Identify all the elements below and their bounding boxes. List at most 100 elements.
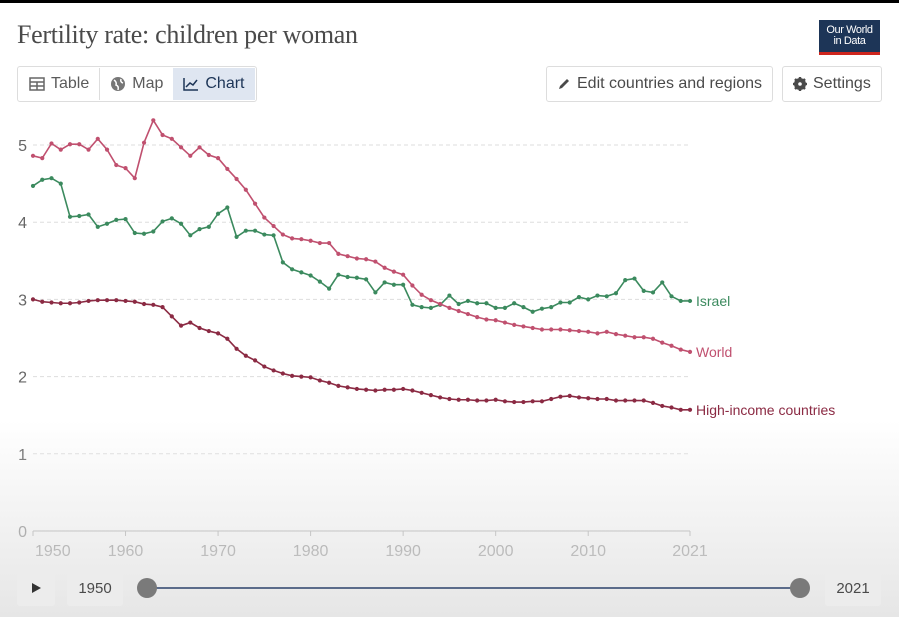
data-point (419, 390, 424, 395)
x-tick-label: 1960 (108, 543, 144, 560)
data-point (104, 298, 110, 303)
data-point (317, 279, 322, 284)
line-chart-icon (183, 78, 199, 91)
data-point (104, 221, 110, 226)
data-point (151, 229, 156, 234)
data-point (299, 374, 304, 379)
x-tick-label: 1990 (385, 543, 421, 560)
data-point (252, 201, 258, 206)
start-year[interactable]: 1950 (67, 570, 123, 606)
data-point (650, 400, 656, 405)
owid-logo[interactable]: Our World in Data (819, 20, 880, 55)
data-point (373, 290, 378, 295)
y-tick-label: 0 (18, 524, 27, 541)
data-point (364, 257, 369, 262)
data-point (549, 305, 554, 310)
data-point (30, 153, 36, 158)
data-point (327, 380, 332, 385)
data-point (308, 273, 313, 278)
data-point (197, 145, 202, 150)
data-point (345, 254, 350, 259)
play-button[interactable] (17, 570, 55, 606)
data-point (391, 282, 396, 287)
data-point (215, 331, 221, 336)
data-point (438, 395, 443, 400)
y-tick-label: 2 (18, 370, 27, 387)
data-point (530, 325, 535, 331)
data-point (178, 145, 184, 150)
data-point (410, 302, 415, 307)
settings-button[interactable]: Settings (782, 66, 882, 102)
data-point (234, 346, 239, 351)
timeline-track[interactable] (147, 587, 800, 589)
data-point (604, 329, 609, 334)
tab-table[interactable]: Table (19, 68, 101, 100)
tab-map[interactable]: Map (100, 68, 173, 100)
data-point (669, 343, 674, 348)
data-point (373, 259, 378, 264)
data-point (641, 398, 646, 403)
data-point (178, 221, 184, 226)
end-year[interactable]: 2021 (825, 570, 881, 606)
data-point (289, 236, 295, 241)
data-point (243, 353, 248, 358)
globe-icon (111, 77, 126, 91)
series-label: Israel (696, 293, 730, 309)
data-point (49, 141, 54, 146)
tab-label: Map (132, 75, 164, 92)
data-point (299, 270, 304, 275)
data-point (401, 282, 406, 287)
data-point (660, 280, 665, 285)
data-point (354, 275, 359, 280)
data-point (484, 317, 489, 322)
series-label: World (696, 344, 732, 360)
gear-icon (793, 77, 807, 91)
data-point (289, 373, 295, 378)
data-point (521, 399, 526, 405)
data-point (243, 228, 248, 233)
data-point (632, 398, 637, 403)
data-point (493, 305, 498, 310)
data-point (225, 336, 230, 341)
data-point (67, 214, 73, 219)
data-point (308, 238, 313, 243)
data-point (456, 397, 461, 402)
data-point (327, 240, 332, 246)
data-point (40, 299, 45, 304)
start-handle[interactable] (137, 578, 157, 598)
data-point (567, 300, 572, 305)
data-point (364, 387, 369, 392)
data-point (49, 176, 54, 181)
y-tick-label: 5 (18, 138, 27, 155)
data-point (86, 212, 91, 217)
data-point (271, 233, 276, 238)
data-point (104, 147, 110, 152)
data-point (289, 267, 295, 272)
data-point (141, 231, 147, 236)
data-point (604, 294, 609, 299)
data-point (382, 387, 387, 392)
x-tick-label: 2000 (478, 543, 514, 560)
data-point (364, 277, 369, 282)
data-point (512, 301, 517, 306)
data-point (132, 176, 137, 181)
end-handle[interactable] (790, 578, 810, 598)
tab-chart[interactable]: Chart (173, 68, 255, 100)
data-point (465, 397, 471, 402)
data-point (576, 294, 582, 300)
y-tick-label: 4 (18, 215, 27, 232)
edit-countries-button[interactable]: Edit countries and regions (546, 66, 773, 102)
data-point (650, 336, 656, 341)
data-point (308, 375, 313, 380)
data-point (188, 153, 193, 158)
data-point (595, 331, 600, 336)
data-point (660, 403, 665, 409)
data-point (317, 240, 322, 246)
series-line-israel (32, 177, 690, 313)
data-point (354, 386, 359, 392)
data-point (345, 385, 350, 390)
data-point (327, 286, 332, 291)
data-point (586, 297, 591, 302)
data-point (567, 328, 572, 333)
